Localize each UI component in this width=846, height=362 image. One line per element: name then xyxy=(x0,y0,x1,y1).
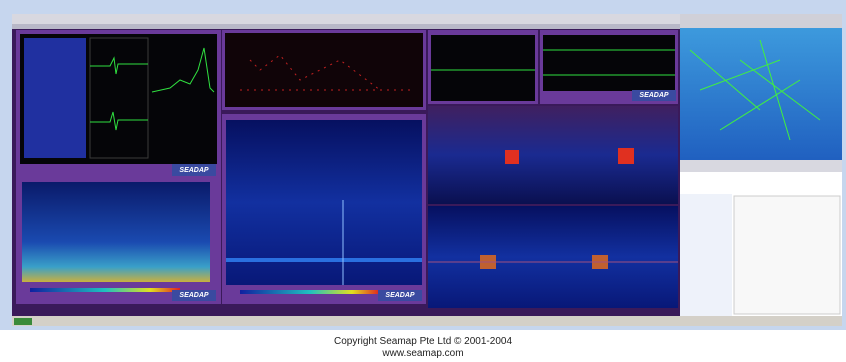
spectrogram-panel: SEADAP xyxy=(222,114,426,304)
spectrogram-panel: SEADAP xyxy=(16,178,221,304)
waveform-panel: SEADAP xyxy=(16,30,221,178)
footer: Copyright Seamap Pte Ltd © 2001-2004 www… xyxy=(0,330,846,362)
explorer-window xyxy=(680,160,842,316)
scatter-panel xyxy=(222,30,426,110)
spectrogram-panel xyxy=(428,106,678,308)
url: www.seamap.com xyxy=(381,348,463,359)
copyright: Copyright Seamap Pte Ltd © 2001-2004 xyxy=(334,336,512,347)
page: SEADAP SEADAP SEADAP SEADAP xyxy=(0,0,846,362)
screenshot: SEADAP SEADAP SEADAP SEADAP xyxy=(0,0,846,362)
logo: SEADAP xyxy=(385,292,415,299)
3d-view xyxy=(680,14,842,160)
logo: SEADAP xyxy=(639,92,669,99)
taskbar xyxy=(12,316,842,326)
trace-panel: SEADAP xyxy=(428,30,678,104)
logo: SEADAP xyxy=(179,292,209,299)
logo: SEADAP xyxy=(179,167,209,174)
